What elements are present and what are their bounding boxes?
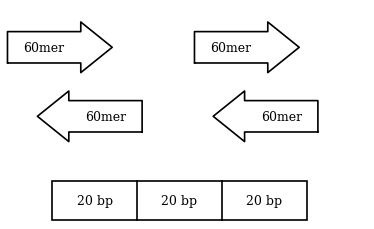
Bar [7, 33, 81, 64]
Text: 60mer: 60mer [261, 110, 302, 123]
Bar [245, 101, 318, 132]
Text: 60mer: 60mer [211, 42, 252, 55]
Bar [194, 33, 268, 64]
Text: 60mer: 60mer [85, 110, 126, 123]
Text: 20 bp: 20 bp [162, 194, 197, 207]
Bar [69, 101, 142, 132]
Polygon shape [268, 23, 299, 73]
Polygon shape [81, 23, 112, 73]
Text: 20 bp: 20 bp [246, 194, 282, 207]
Polygon shape [213, 92, 245, 142]
Bar [52, 181, 307, 220]
Text: 20 bp: 20 bp [77, 194, 113, 207]
Text: 60mer: 60mer [24, 42, 65, 55]
Polygon shape [37, 92, 69, 142]
